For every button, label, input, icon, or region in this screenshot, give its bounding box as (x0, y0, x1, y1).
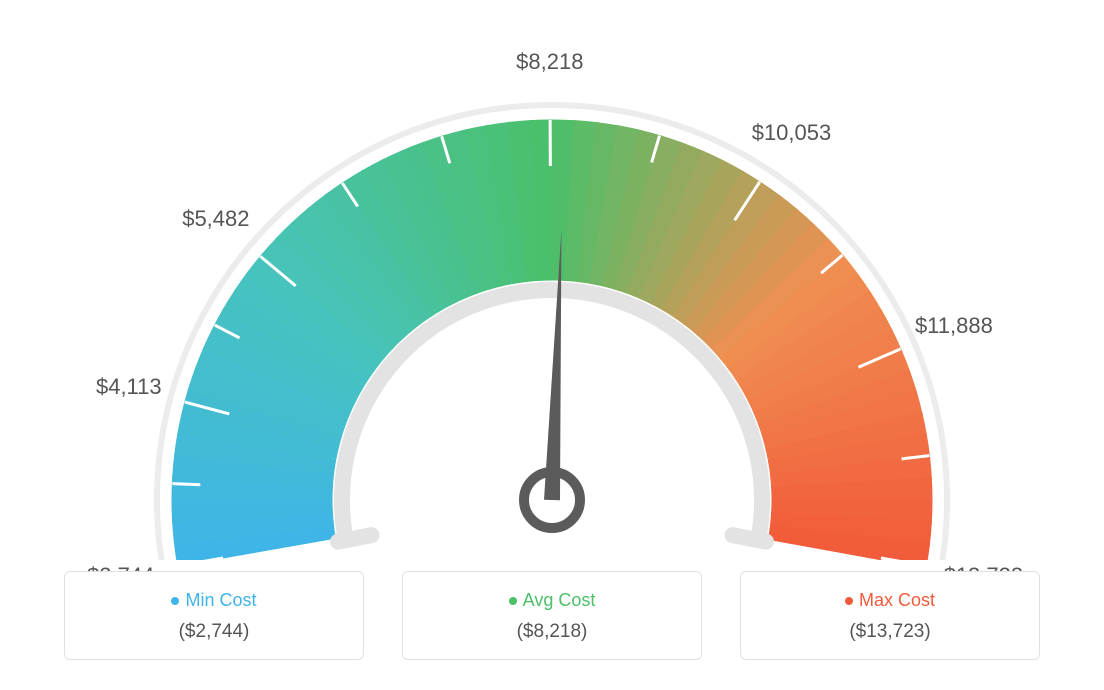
dot-avg (509, 597, 517, 605)
legend-min-value: ($2,744) (85, 621, 343, 643)
gauge-tick-label: $4,113 (96, 374, 162, 400)
legend-avg-value: ($8,218) (423, 621, 681, 643)
legend-card-min: Min Cost ($2,744) (64, 571, 364, 660)
legend-max-title-text: Max Cost (859, 590, 935, 610)
legend-max-title: Max Cost (761, 590, 1019, 611)
gauge-tick-label: $5,482 (182, 206, 249, 232)
legend-row: Min Cost ($2,744) Avg Cost ($8,218) Max … (0, 571, 1104, 660)
gauge-tick-label: $11,888 (915, 313, 993, 339)
dot-min (171, 597, 179, 605)
gauge-tick-label: $10,053 (752, 120, 832, 146)
legend-max-value: ($13,723) (761, 621, 1019, 643)
legend-min-title-text: Min Cost (185, 590, 256, 610)
gauge-tick-label: $8,218 (516, 49, 583, 75)
gauge-chart: $2,744$4,113$5,482$8,218$10,053$11,888$1… (0, 0, 1104, 560)
legend-min-title: Min Cost (85, 590, 343, 611)
legend-card-max: Max Cost ($13,723) (740, 571, 1040, 660)
gauge-svg (0, 0, 1104, 560)
legend-avg-title-text: Avg Cost (523, 590, 596, 610)
dot-max (845, 597, 853, 605)
legend-avg-title: Avg Cost (423, 590, 681, 611)
legend-card-avg: Avg Cost ($8,218) (402, 571, 702, 660)
